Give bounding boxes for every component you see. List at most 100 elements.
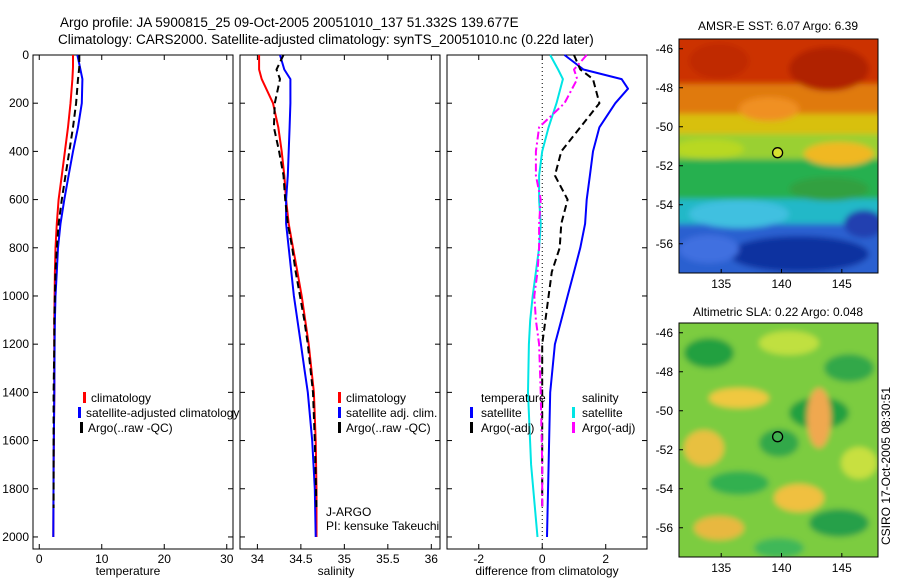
- x-tick-label: 10: [95, 552, 109, 566]
- salinity-legend: climatology satellite adj. clim. Argo(..…: [338, 391, 437, 435]
- map-x-tick-label: 145: [832, 277, 852, 291]
- legend-swatch-temp-satellite: [470, 407, 473, 418]
- x-tick-label: 20: [158, 552, 172, 566]
- difference-legend: temperature salinity satellite Argo(-adj…: [470, 391, 635, 435]
- y-tick-label: 0: [22, 48, 29, 62]
- salinity-ticks: 34 34.5 35 35.5 36: [240, 54, 440, 566]
- side-stamp: CSIRO 17-Oct-2005 08:30:51: [879, 387, 893, 545]
- sla-map-frame: [678, 322, 879, 558]
- sla-map-panel: Altimetric SLA: 0.22 Argo: 0.048: [656, 305, 879, 575]
- map-y-tick-label: -48: [656, 365, 674, 379]
- legend-group-temperature: temperature: [481, 391, 546, 405]
- map-y-tick-label: -56: [656, 521, 674, 535]
- map-y-tick-label: -54: [656, 198, 674, 212]
- series-line: [527, 54, 564, 538]
- sla-map-image: [679, 323, 878, 557]
- map-y-tick-label: -56: [656, 237, 674, 251]
- sst-argo-location-marker: [771, 147, 784, 159]
- y-tick-label: 2000: [2, 530, 29, 544]
- series-line: [272, 54, 318, 509]
- y-tick-label: 200: [9, 96, 29, 110]
- sst-map-frame: [678, 38, 879, 274]
- difference-lines: [527, 54, 629, 538]
- map-y-tick-label: -54: [656, 482, 674, 496]
- temperature-legend: climatology satellite-adjusted climatolo…: [78, 391, 239, 435]
- map-x-tick-label: 145: [832, 561, 852, 575]
- sla-map-ticks: 135 140 145 -46 -48 -50 -52 -54 -56: [656, 326, 852, 575]
- salinity-panel: 34 34.5 35 35.5 36 salinity climatology sate…: [239, 54, 441, 578]
- map-y-tick-label: -50: [656, 120, 674, 134]
- program-annotation: J-ARGO: [326, 505, 371, 519]
- x-tick-label: 34: [251, 552, 265, 566]
- x-tick-label: 34.5: [289, 552, 313, 566]
- legend-swatch-temp-argo: [470, 422, 473, 433]
- sst-map-image: [679, 39, 878, 273]
- y-tick-label: 800: [9, 241, 29, 255]
- x-tick-label: 0: [539, 552, 546, 566]
- sst-map-ticks: 135 140 145 -46 -48 -50 -52 -54 -56: [656, 42, 852, 291]
- y-tick-label: 1800: [2, 482, 29, 496]
- y-tick-label: 1600: [2, 434, 29, 448]
- y-tick-label: 400: [9, 144, 29, 158]
- legend-label-argo: Argo(..raw -QC): [346, 421, 431, 435]
- figure-title-line2: Climatology: CARS2000. Satellite-adjuste…: [58, 32, 594, 47]
- x-tick-label: 35.5: [376, 552, 400, 566]
- series-line: [533, 54, 588, 508]
- y-tick-label: 1000: [2, 289, 29, 303]
- salinity-xlabel: salinity: [318, 564, 355, 578]
- figure-title-line1: Argo profile: JA 5900815_25 09-Oct-2005 …: [60, 15, 519, 30]
- map-x-tick-label: 140: [771, 277, 791, 291]
- map-y-tick-label: -50: [656, 404, 674, 418]
- map-y-tick-label: -48: [656, 81, 674, 95]
- salinity-axes-frame: [239, 54, 441, 550]
- map-y-tick-label: -52: [656, 443, 674, 457]
- map-x-tick-label: 140: [771, 561, 791, 575]
- series-line: [279, 54, 317, 538]
- temperature-ticks: 0 10 20 30 0 200 400 600 800 1000 1200 1400 1600 1800…: [2, 48, 233, 566]
- legend-swatch-sal-argo: [572, 422, 575, 433]
- legend-label-climatology: climatology: [346, 391, 406, 405]
- legend-group-salinity: salinity: [582, 391, 619, 405]
- series-line: [546, 54, 629, 538]
- temperature-lines: [52, 54, 84, 538]
- x-tick-label: 36: [425, 552, 439, 566]
- legend-label-satellite-adj: satellite adj. clim.: [346, 406, 437, 420]
- series-line: [541, 54, 601, 508]
- legend-label-climatology: climatology: [91, 391, 151, 405]
- temperature-panel: 0 10 20 30 0 200 400 600 800 1000 1200 1400 1600 1800…: [2, 48, 239, 578]
- legend-label-satellite-adjusted: satellite-adjusted climatology: [86, 406, 239, 420]
- legend-swatch-argo: [80, 422, 83, 433]
- map-y-tick-label: -52: [656, 159, 674, 173]
- y-tick-label: 1200: [2, 337, 29, 351]
- legend-swatch-satellite-adjusted: [78, 407, 81, 418]
- sst-map-title: AMSR-E SST: 6.07 Argo: 6.39: [698, 19, 858, 33]
- map-y-tick-label: -46: [656, 326, 674, 340]
- y-tick-label: 600: [9, 193, 29, 207]
- sla-argo-location-marker: [771, 431, 784, 443]
- salinity-lines: [258, 54, 318, 538]
- x-tick-label: -2: [473, 552, 484, 566]
- x-tick-label: 35: [338, 552, 352, 566]
- x-tick-label: 2: [602, 552, 609, 566]
- legend-label-sal-argo: Argo(-adj): [582, 421, 635, 435]
- x-tick-label: 30: [220, 552, 234, 566]
- legend-swatch-satellite-adj: [338, 407, 341, 418]
- x-tick-label: 0: [36, 552, 43, 566]
- sla-map-title: Altimetric SLA: 0.22 Argo: 0.048: [693, 305, 863, 319]
- y-tick-label: 1400: [2, 385, 29, 399]
- map-x-tick-label: 135: [711, 277, 731, 291]
- difference-xlabel: difference from climatology: [475, 564, 618, 578]
- legend-swatch-climatology: [83, 392, 86, 403]
- sst-map-panel: AMSR-E SST: 6.07 Argo: 6.39: [656, 19, 879, 291]
- legend-swatch-climatology: [338, 392, 341, 403]
- map-y-tick-label: -46: [656, 42, 674, 56]
- temperature-xlabel: temperature: [96, 564, 161, 578]
- legend-label-argo: Argo(..raw -QC): [88, 421, 173, 435]
- map-x-tick-label: 135: [711, 561, 731, 575]
- legend-label-temp-argo: Argo(-adj): [481, 421, 534, 435]
- series-line: [52, 55, 81, 508]
- legend-label-sal-satellite: satellite: [582, 406, 623, 420]
- legend-swatch-sal-satellite: [572, 407, 575, 418]
- temperature-axes-frame: [32, 54, 234, 550]
